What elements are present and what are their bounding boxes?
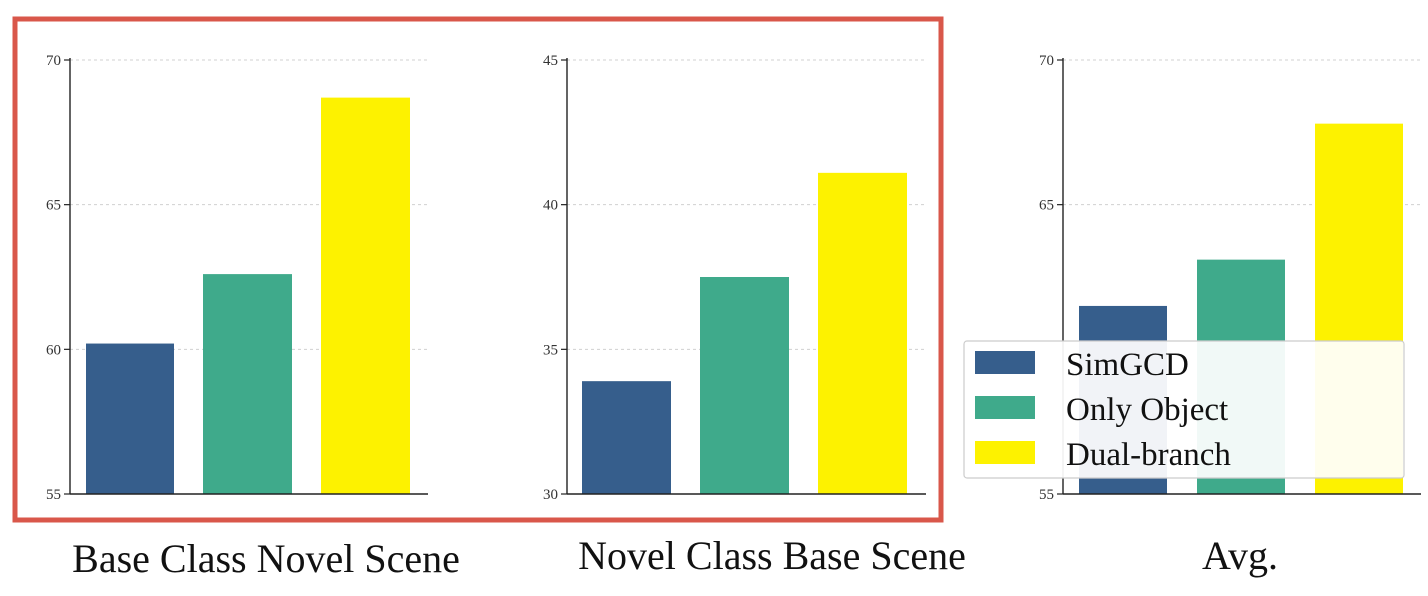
- y-tick-label: 60: [46, 342, 61, 358]
- legend-label: Dual-branch: [1066, 437, 1231, 473]
- bar-only-object: [203, 274, 292, 494]
- legend-label: SimGCD: [1066, 347, 1189, 383]
- legend-label: Only Object: [1066, 392, 1228, 428]
- bar-simgcd: [86, 343, 174, 494]
- legend-swatch: [975, 441, 1035, 464]
- chart-1: 30 35 40 45: [543, 53, 926, 503]
- y-tick-label: 30: [543, 487, 558, 503]
- bar-simgcd: [582, 381, 671, 494]
- y-tick-label: 35: [543, 342, 558, 358]
- y-tick-label: 55: [46, 487, 61, 503]
- bar-dual-branch: [818, 172, 907, 494]
- charts: 55 60 65 70 30 35 40 45 55 65 70: [46, 53, 1421, 503]
- y-tick-label: 40: [543, 198, 558, 214]
- y-tick-label: 70: [46, 53, 61, 69]
- y-tick-label: 65: [1039, 198, 1054, 214]
- y-tick-label: 65: [46, 198, 61, 214]
- captions: Base Class Novel Scene Novel Class Base …: [72, 533, 1278, 581]
- legend: SimGCD Only Object Dual-branch: [963, 340, 1405, 479]
- caption-0: Base Class Novel Scene: [72, 536, 460, 581]
- legend-swatch: [975, 351, 1035, 374]
- bar-dual-branch: [321, 97, 410, 494]
- y-tick-label: 45: [543, 53, 558, 69]
- chart-0: 55 60 65 70: [46, 53, 428, 503]
- highlight-frame: [12, 16, 944, 523]
- bar-only-object: [700, 277, 789, 494]
- caption-1: Novel Class Base Scene: [578, 533, 966, 578]
- legend-box: [963, 340, 1405, 479]
- caption-2: Avg.: [1202, 533, 1278, 578]
- legend-swatch: [975, 396, 1035, 419]
- y-tick-label: 70: [1039, 53, 1054, 69]
- y-tick-label: 55: [1039, 487, 1054, 503]
